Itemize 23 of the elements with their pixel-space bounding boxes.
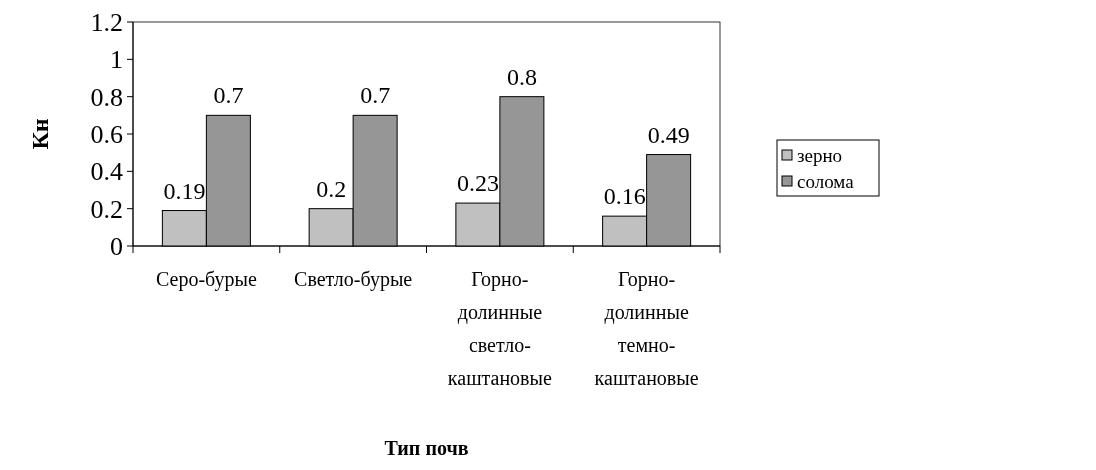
legend-label: солома bbox=[797, 170, 855, 192]
data-label: 0.8 bbox=[506, 63, 537, 90]
data-label: 0.19 bbox=[163, 177, 206, 204]
y-tick-label: 0.4 bbox=[90, 157, 123, 187]
data-label: 0.16 bbox=[603, 183, 646, 210]
data-label: 0.2 bbox=[316, 175, 347, 202]
x-axis-title: Тип почв bbox=[384, 437, 469, 459]
y-tick-label: 0.8 bbox=[90, 82, 123, 112]
y-tick-label: 0.6 bbox=[90, 120, 123, 150]
data-label: 0.7 bbox=[213, 82, 244, 109]
x-tick-label: Горно- долинные темно- каштановые bbox=[594, 268, 699, 389]
data-label: 0.23 bbox=[456, 170, 499, 197]
x-tick-label: Светло-бурые bbox=[294, 268, 413, 291]
data-label: 0.7 bbox=[360, 82, 391, 109]
y-tick-label: 1 bbox=[110, 45, 123, 75]
y-tick-label: 0 bbox=[110, 232, 123, 262]
y-axis-title: Кн bbox=[27, 118, 53, 150]
x-tick-label: Серо-бурые bbox=[155, 268, 257, 291]
data-label: 0.49 bbox=[647, 121, 690, 148]
y-tick-label: 1.2 bbox=[90, 8, 123, 38]
legend-label: зерно bbox=[797, 144, 843, 166]
x-tick-label: Горно- долинные светло- каштановые bbox=[447, 268, 552, 389]
y-tick-label: 0.2 bbox=[90, 194, 123, 224]
